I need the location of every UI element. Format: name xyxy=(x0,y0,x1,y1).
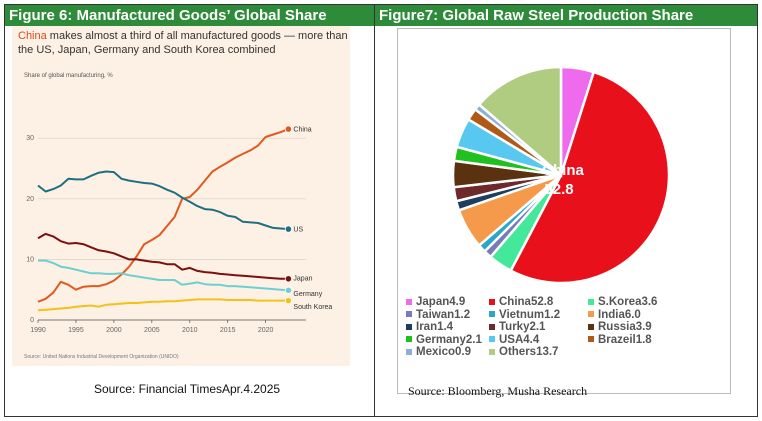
legend-item-usa: USA4.4 xyxy=(489,334,539,346)
legend-swatch xyxy=(588,298,594,305)
line-chart-source: Source: United Nations Industrial Develo… xyxy=(24,354,179,360)
legend-swatch xyxy=(489,323,495,330)
series-endpoint xyxy=(284,125,293,133)
series-line-china xyxy=(37,128,289,303)
chart-subtitle: China makes almost a third of all manufa… xyxy=(18,29,348,57)
legend-item-russia: Russia3.9 xyxy=(588,321,652,333)
legend-item-vietnum: Vietnum1.2 xyxy=(489,309,560,321)
right-figure-title: Figure7: Global Raw Steel Production Sha… xyxy=(375,5,757,26)
pie-legend: Japan4.9 China52.8 S.Korea3.6 Taiwan1.2 Viet… xyxy=(400,296,720,358)
series-line-germany xyxy=(38,259,289,292)
y-tick-label: 10 xyxy=(26,256,34,263)
series-label: China xyxy=(293,127,311,134)
x-tick-label: 2020 xyxy=(258,327,274,334)
legend-item-brazeil: Brazeil1.8 xyxy=(588,334,652,346)
legend-label: Germany2.1 xyxy=(416,333,482,346)
legend-swatch xyxy=(489,311,495,318)
right-source: Source: Bloomberg, Musha Research xyxy=(408,384,588,398)
series-endpoint xyxy=(284,286,293,294)
legend-item-mexico: Mexico0.9 xyxy=(406,346,471,358)
series-endpoint xyxy=(284,275,293,283)
x-tick-label: 1990 xyxy=(30,327,46,334)
legend-item-taiwan: Taiwan1.2 xyxy=(406,309,470,321)
left-figure-title: Figure 6: Manufactured Goods’ Global Sha… xyxy=(5,5,374,26)
legend-item-india: India6.0 xyxy=(588,309,641,321)
legend-label: Brazeil1.8 xyxy=(598,333,652,346)
legend-label: Japan4.9 xyxy=(416,296,466,308)
subtitle-china: China xyxy=(18,30,47,42)
x-tick-label: 1995 xyxy=(68,327,84,334)
left-source: Source: Financial TimesApr.4.2025 xyxy=(93,382,281,396)
legend-swatch xyxy=(588,311,594,318)
legend-item-japan: Japan4.9 xyxy=(406,296,465,308)
legend-label: Vietnum1.2 xyxy=(499,308,561,321)
legend-item-iran: Iran1.4 xyxy=(406,321,453,333)
figure-frame xyxy=(4,4,758,417)
series-label: Japan xyxy=(293,275,312,282)
legend-label: Iran1.4 xyxy=(416,321,454,333)
series-line-us xyxy=(37,170,289,231)
legend-swatch xyxy=(588,323,594,330)
legend-swatch xyxy=(406,298,412,305)
legend-label: Taiwan1.2 xyxy=(416,308,471,321)
series-endpoint xyxy=(284,297,293,305)
legend-item-turky: Turky2.1 xyxy=(489,321,545,333)
legend-swatch xyxy=(406,348,412,355)
series-line-south-korea xyxy=(37,298,289,312)
x-tick-label: 2005 xyxy=(144,327,160,334)
y-tick-label: 30 xyxy=(26,135,34,142)
x-tick-label: 2015 xyxy=(220,327,236,334)
pie-chart-box xyxy=(397,28,731,394)
y-tick-label: 20 xyxy=(26,196,34,203)
legend-label: Others13.7 xyxy=(499,346,559,358)
series-endpoint xyxy=(284,225,293,233)
series-label: South Korea xyxy=(293,304,332,311)
legend-item-others: Others13.7 xyxy=(489,346,558,358)
legend-label: India6.0 xyxy=(598,308,641,321)
series-label: US xyxy=(293,227,303,234)
x-tick-label: 2010 xyxy=(182,327,198,334)
pie-slice-china xyxy=(509,70,671,285)
panel-divider xyxy=(374,4,375,417)
pie-center-value: 52.8 xyxy=(544,181,573,198)
legend-swatch xyxy=(588,336,594,343)
legend-label: Russia3.9 xyxy=(598,321,652,333)
legend-label: Turky2.1 xyxy=(499,321,546,333)
legend-item-china: China52.8 xyxy=(489,296,553,308)
legend-swatch xyxy=(406,336,412,343)
legend-swatch xyxy=(406,323,412,330)
series-label: Germany xyxy=(293,291,322,298)
y-tick-label: 0 xyxy=(30,317,34,324)
legend-label: China52.8 xyxy=(499,296,554,308)
line-chart: 0 10 20 30 1990 1995 2000 2005 2010 2015 2020 China… xyxy=(26,125,332,334)
pie-slice-others xyxy=(477,65,563,178)
x-tick-label: 2000 xyxy=(106,327,122,334)
legend-swatch xyxy=(489,348,495,355)
line-chart-ylabel: Share of global manufacturing, % xyxy=(24,73,113,79)
legend-item-germany: Germany2.1 xyxy=(406,334,482,346)
series-line-japan xyxy=(37,232,289,280)
legend-label: Mexico0.9 xyxy=(416,346,471,358)
subtitle-rest: makes almost a third of all manufactured… xyxy=(18,30,348,56)
legend-item-s.korea: S.Korea3.6 xyxy=(588,296,657,308)
legend-label: S.Korea3.6 xyxy=(598,296,658,308)
legend-swatch xyxy=(406,311,412,318)
legend-swatch xyxy=(489,298,495,305)
legend-swatch xyxy=(489,336,495,343)
legend-label: USA4.4 xyxy=(499,333,540,346)
pie-chart: China 52.8 xyxy=(451,65,671,285)
pie-center-label: China xyxy=(542,162,584,179)
